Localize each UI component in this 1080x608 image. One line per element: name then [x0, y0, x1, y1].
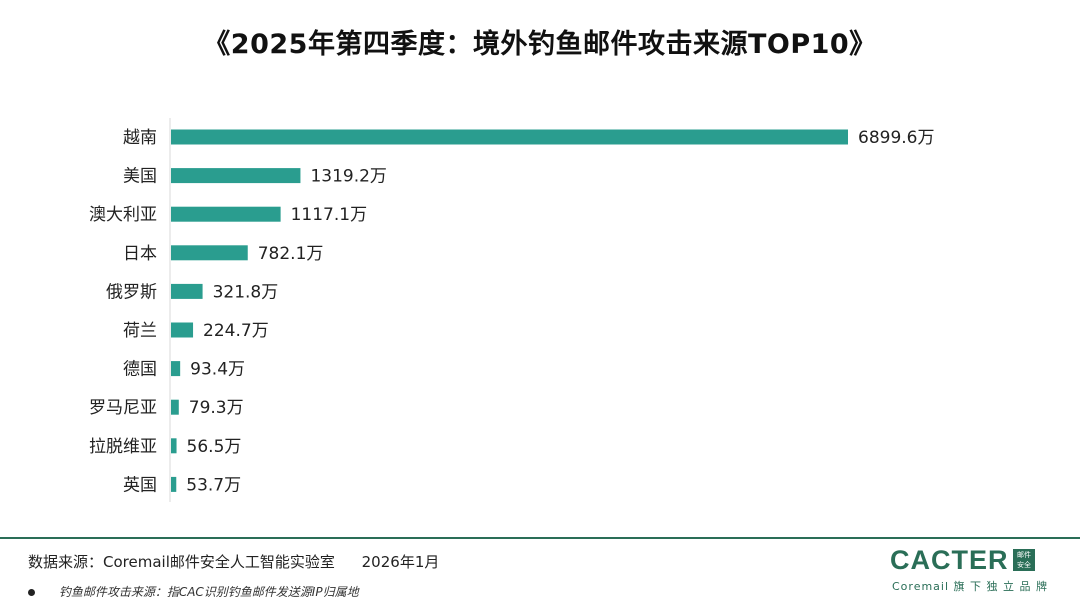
data-source: 数据来源：Coremail邮件安全人工智能实验室 2026年1月	[28, 551, 439, 572]
brand-badge-line2: 安全	[1017, 561, 1031, 569]
brand-badge-line1: 邮件	[1017, 551, 1031, 559]
footer-divider	[0, 537, 1080, 539]
bar	[171, 361, 181, 377]
footnote-text: 钓鱼邮件攻击来源：指CAC识别钓鱼邮件发送源IP归属地	[58, 585, 359, 599]
bar	[171, 168, 301, 184]
value-label: 79.3万	[189, 398, 244, 418]
bar	[171, 245, 248, 261]
bar	[171, 322, 194, 338]
value-label: 1319.2万	[310, 167, 386, 187]
category-label: 越南	[123, 128, 157, 148]
category-label: 荷兰	[123, 321, 157, 341]
brand-name: CACTER	[890, 545, 1009, 575]
value-label: 224.7万	[203, 321, 269, 341]
value-label: 321.8万	[213, 282, 279, 302]
value-label: 56.5万	[187, 437, 242, 457]
category-label: 澳大利亚	[89, 205, 157, 225]
category-label: 拉脱维亚	[89, 437, 157, 457]
bar	[171, 399, 179, 415]
brand-badge: 邮件 安全	[1013, 549, 1035, 571]
bar	[171, 476, 177, 492]
category-label: 日本	[123, 244, 157, 264]
category-label: 美国	[123, 167, 157, 187]
brand-logo: CACTER 邮件 安全 Coremail 旗 下 独 立 品 牌	[890, 545, 1047, 595]
bar	[171, 129, 848, 145]
footnote: 钓鱼邮件攻击来源：指CAC识别钓鱼邮件发送源IP归属地	[28, 583, 359, 600]
value-label: 53.7万	[186, 475, 241, 495]
category-label: 俄罗斯	[106, 282, 157, 302]
bullet-icon	[28, 589, 35, 596]
bar	[171, 438, 177, 454]
bar	[171, 206, 281, 222]
brand-tagline: Coremail 旗 下 独 立 品 牌	[892, 580, 1049, 593]
chart-title: 《2025年第四季度：境外钓鱼邮件攻击来源TOP10》	[203, 29, 877, 60]
category-label: 英国	[123, 475, 157, 495]
category-label: 罗马尼亚	[89, 398, 157, 418]
source-text: 数据来源：Coremail邮件安全人工智能实验室	[28, 553, 335, 571]
category-label: 德国	[123, 360, 157, 380]
value-label: 6899.6万	[858, 128, 934, 148]
value-label: 782.1万	[258, 244, 324, 264]
value-label: 1117.1万	[291, 205, 367, 225]
source-date: 2026年1月	[361, 553, 440, 571]
value-label: 93.4万	[190, 360, 245, 380]
bar	[171, 283, 203, 299]
